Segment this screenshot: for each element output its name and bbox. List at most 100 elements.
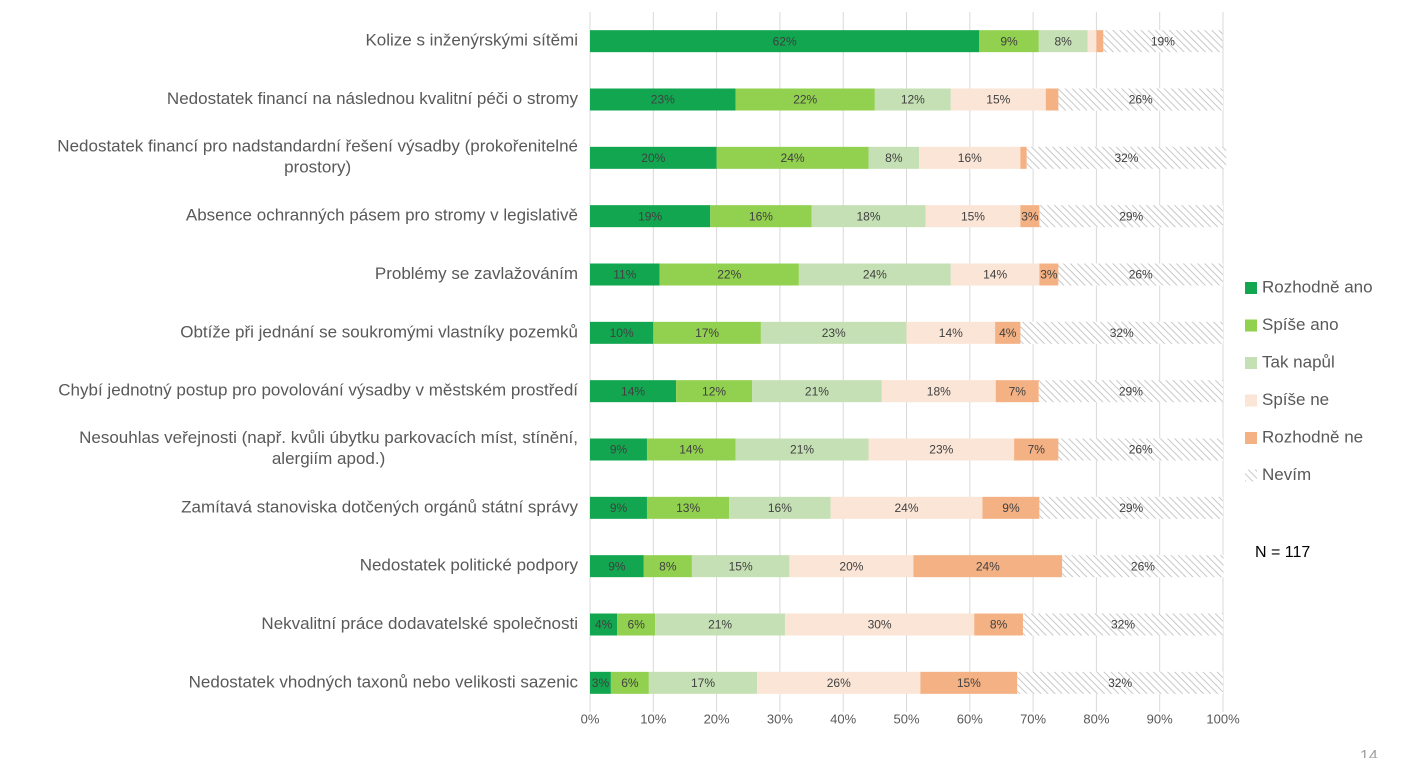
value-label: 21% bbox=[790, 443, 814, 457]
value-label: 11% bbox=[613, 268, 636, 282]
bar-segment bbox=[590, 671, 611, 694]
value-label: 18% bbox=[927, 384, 951, 398]
value-label: 17% bbox=[691, 676, 715, 690]
value-label: 29% bbox=[1119, 384, 1143, 398]
value-label: 8% bbox=[885, 151, 903, 165]
x-tick-label: 10% bbox=[640, 711, 666, 726]
value-label: 6% bbox=[628, 618, 646, 632]
value-label: 29% bbox=[1119, 209, 1143, 223]
value-label: 20% bbox=[641, 151, 665, 165]
value-label: 12% bbox=[702, 384, 726, 398]
value-label: 14% bbox=[983, 268, 1007, 282]
bar-segment bbox=[1020, 205, 1040, 228]
bar-segment bbox=[1017, 671, 1223, 694]
value-label: 23% bbox=[651, 93, 675, 107]
value-label: 26% bbox=[827, 676, 851, 690]
y-tick-label: Zamítavá stanoviska dotčených orgánů stá… bbox=[181, 497, 578, 516]
x-tick-label: 30% bbox=[767, 711, 793, 726]
legend-label: Rozhodně ano bbox=[1262, 277, 1373, 296]
bar-segment bbox=[590, 205, 711, 228]
value-label: 17% bbox=[695, 326, 719, 340]
bar-segment bbox=[874, 88, 951, 111]
legend-swatch bbox=[1245, 357, 1257, 369]
bar-segment bbox=[1058, 438, 1223, 461]
bar-segment bbox=[979, 30, 1039, 53]
value-label: 62% bbox=[773, 34, 797, 48]
legend-swatch bbox=[1245, 282, 1257, 294]
value-label: 32% bbox=[1114, 151, 1138, 165]
bar-segment bbox=[995, 380, 1039, 403]
bar-segment bbox=[590, 380, 677, 403]
value-label: 13% bbox=[676, 501, 700, 515]
bar-segment bbox=[1039, 263, 1059, 286]
bar-segment bbox=[590, 146, 717, 169]
bar-segment bbox=[868, 146, 920, 169]
value-label: 26% bbox=[1129, 443, 1153, 457]
bar-segment bbox=[974, 613, 1023, 636]
bar-segment bbox=[760, 321, 907, 344]
value-label: 22% bbox=[793, 93, 817, 107]
value-label: 4% bbox=[999, 326, 1017, 340]
bar-segment bbox=[784, 613, 975, 636]
bar-segment bbox=[590, 496, 647, 519]
bar-segment bbox=[590, 30, 980, 53]
bar-segment bbox=[1020, 146, 1027, 169]
value-label: 24% bbox=[894, 501, 918, 515]
bar-segment bbox=[995, 321, 1021, 344]
value-label: 29% bbox=[1119, 501, 1143, 515]
bar-segment bbox=[610, 671, 649, 694]
value-label: 9% bbox=[1000, 34, 1018, 48]
value-label: 9% bbox=[610, 443, 628, 457]
value-label: 26% bbox=[1129, 268, 1153, 282]
x-tick-label: 100% bbox=[1206, 711, 1240, 726]
x-tick-label: 40% bbox=[830, 711, 856, 726]
value-label: 16% bbox=[768, 501, 792, 515]
value-label: 8% bbox=[1054, 34, 1072, 48]
value-label: 8% bbox=[659, 559, 677, 573]
y-tick-label: Nekvalitní práce dodavatelské společnost… bbox=[261, 614, 578, 633]
bar-segment bbox=[659, 263, 799, 286]
bar-segment bbox=[590, 88, 736, 111]
bar-segment bbox=[1022, 613, 1223, 636]
bar-segment bbox=[716, 146, 869, 169]
bar-segment bbox=[735, 438, 869, 461]
bar-segment bbox=[1045, 88, 1059, 111]
bar-segment bbox=[646, 438, 736, 461]
bar-segment bbox=[735, 88, 875, 111]
bar-segment bbox=[830, 496, 983, 519]
bar-segment bbox=[590, 555, 644, 578]
value-label: 9% bbox=[1002, 501, 1020, 515]
bar-segment bbox=[590, 321, 654, 344]
bar-segment bbox=[950, 263, 1040, 286]
bar-segment bbox=[1058, 263, 1223, 286]
bar-segment bbox=[920, 671, 1018, 694]
value-label: 32% bbox=[1108, 676, 1132, 690]
bar-segment bbox=[676, 380, 753, 403]
value-label: 7% bbox=[1009, 384, 1027, 398]
legend-swatch bbox=[1245, 469, 1257, 482]
y-tick-label: Chybí jednotný postup pro povolování výs… bbox=[58, 381, 578, 400]
bar-segment bbox=[1087, 30, 1097, 53]
value-label: 10% bbox=[610, 326, 634, 340]
x-tick-label: 50% bbox=[893, 711, 919, 726]
bar-segment bbox=[1062, 555, 1224, 578]
bar-segment bbox=[1096, 30, 1104, 53]
bar-segment bbox=[752, 380, 882, 403]
value-label: 16% bbox=[958, 151, 982, 165]
value-label: 14% bbox=[939, 326, 963, 340]
value-label: 21% bbox=[805, 384, 829, 398]
value-label: 24% bbox=[781, 151, 805, 165]
bar-segment bbox=[653, 321, 761, 344]
value-label: 8% bbox=[990, 618, 1008, 632]
value-label: 21% bbox=[708, 618, 732, 632]
value-label: 14% bbox=[621, 384, 645, 398]
bar-segment bbox=[617, 613, 656, 636]
x-tick-label: 20% bbox=[704, 711, 730, 726]
value-label: 23% bbox=[822, 326, 846, 340]
value-label: 15% bbox=[961, 209, 985, 223]
x-tick-label: 90% bbox=[1147, 711, 1173, 726]
value-label: 32% bbox=[1110, 326, 1134, 340]
value-label: 14% bbox=[679, 443, 703, 457]
bar-segment bbox=[1014, 438, 1059, 461]
legend-label: Nevím bbox=[1262, 465, 1311, 484]
